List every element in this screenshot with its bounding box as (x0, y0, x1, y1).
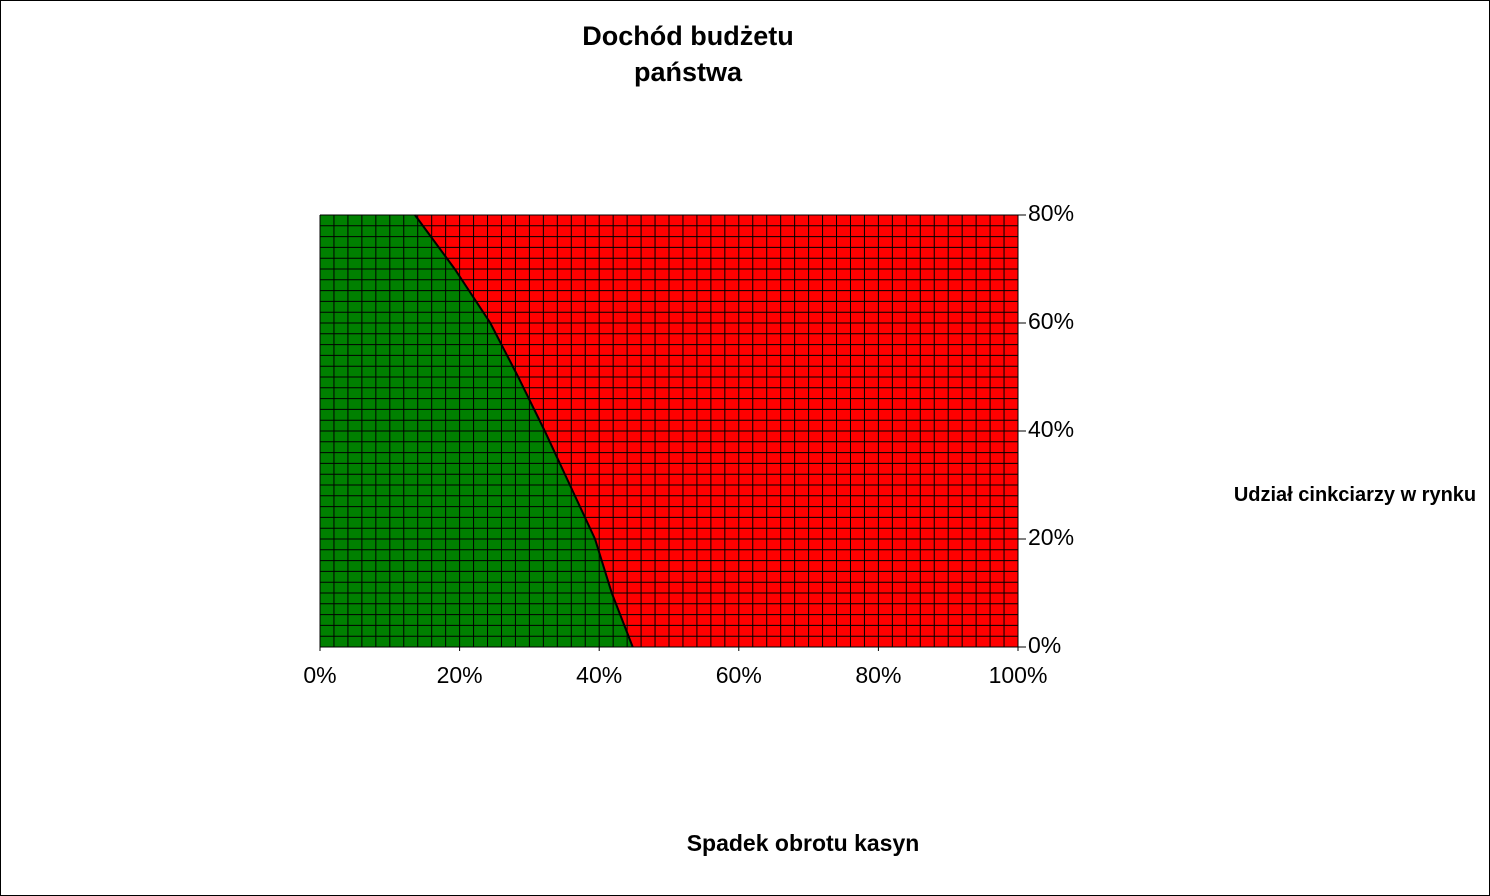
x-axis-label: Spadek obrotu kasyn (686, 830, 920, 856)
boundary-line (414, 214, 634, 648)
y-axis-label: Udział cinkciarzy w rynku (1233, 484, 1477, 506)
x-tick-label: 0% (303, 662, 336, 688)
y-tick-label: 20% (1028, 524, 1074, 550)
y-tick-label: 0% (1028, 632, 1061, 658)
y-tick-label: 40% (1028, 416, 1074, 442)
x-tick-label: 40% (576, 662, 622, 688)
x-tick-label: 100% (989, 662, 1048, 688)
y-tick-label: 60% (1028, 308, 1074, 334)
x-tick-label: 20% (437, 662, 483, 688)
x-tick-label: 80% (855, 662, 901, 688)
y-tick-label: 80% (1028, 200, 1074, 226)
x-tick-label: 60% (716, 662, 762, 688)
chart-title: Dochód budżetu państwa (582, 21, 794, 87)
